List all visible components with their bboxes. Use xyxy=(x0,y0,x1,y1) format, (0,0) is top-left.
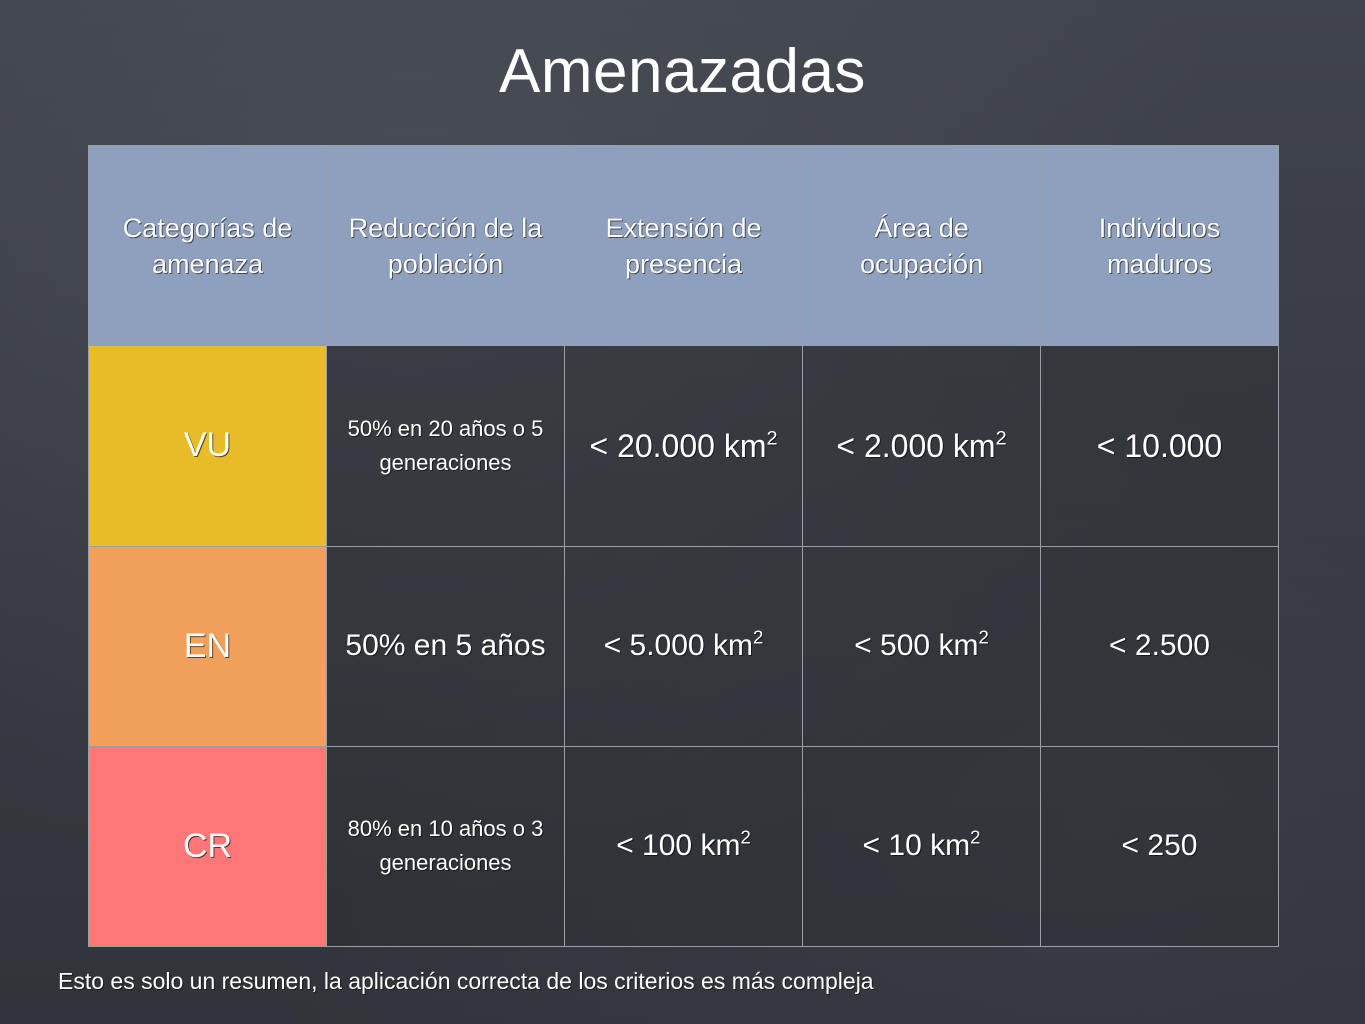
table-row-cr: CR 80% en 10 años o 3 generaciones < 100… xyxy=(88,745,1279,948)
extent-en-value: < 5.000 km xyxy=(603,629,753,663)
footnote: Esto es solo un resumen, la aplicación c… xyxy=(58,968,874,994)
header-categories: Categorías de amenaza xyxy=(88,144,327,347)
area-cr: < 10 km2 xyxy=(802,745,1041,948)
extent-vu: < 20.000 km2 xyxy=(564,345,803,547)
table-row-en: EN 50% en 5 años < 5.000 km2 < 500 km2 <… xyxy=(88,545,1279,747)
extent-vu-value: < 20.000 km xyxy=(589,427,767,464)
header-extent-of-occurrence: Extensión de presencia xyxy=(564,144,803,347)
area-en: < 500 km2 xyxy=(802,545,1041,747)
extent-en: < 5.000 km2 xyxy=(564,545,803,747)
header-area-of-occupancy: Área de ocupación xyxy=(802,144,1041,347)
slide-title: Amenazadas xyxy=(499,37,866,106)
extent-en-exponent: 2 xyxy=(752,626,764,648)
area-vu-value: < 2.000 km xyxy=(836,427,996,464)
threat-categories-table: Categorías de amenaza Reducción de la po… xyxy=(88,144,1279,948)
area-en-value: < 500 km xyxy=(854,629,979,663)
category-cr: CR xyxy=(88,745,327,948)
table-row-vu: VU 50% en 20 años o 5 generaciones < 20.… xyxy=(88,345,1279,547)
reduction-vu: 50% en 20 años o 5 generaciones xyxy=(326,345,565,547)
area-en-exponent: 2 xyxy=(978,626,989,648)
individuals-en: < 2.500 xyxy=(1040,545,1279,747)
category-en: EN xyxy=(88,545,327,747)
category-vu: VU xyxy=(88,345,327,547)
header-mature-individuals: Individuos maduros xyxy=(1040,144,1279,347)
area-cr-value: < 10 km xyxy=(862,829,971,863)
area-cr-exponent: 2 xyxy=(970,826,981,848)
reduction-en: 50% en 5 años xyxy=(326,545,565,747)
header-population-reduction: Reducción de la población xyxy=(326,144,565,347)
individuals-vu: < 10.000 xyxy=(1040,345,1279,547)
extent-cr: < 100 km2 xyxy=(564,745,803,948)
extent-cr-value: < 100 km xyxy=(616,829,741,863)
area-vu-exponent: 2 xyxy=(995,427,1007,450)
extent-vu-exponent: 2 xyxy=(766,427,778,450)
extent-cr-exponent: 2 xyxy=(740,826,751,848)
individuals-cr: < 250 xyxy=(1040,745,1279,948)
reduction-cr: 80% en 10 años o 3 generaciones xyxy=(326,745,565,948)
area-vu: < 2.000 km2 xyxy=(802,345,1041,547)
table-header-row: Categorías de amenaza Reducción de la po… xyxy=(88,144,1279,347)
